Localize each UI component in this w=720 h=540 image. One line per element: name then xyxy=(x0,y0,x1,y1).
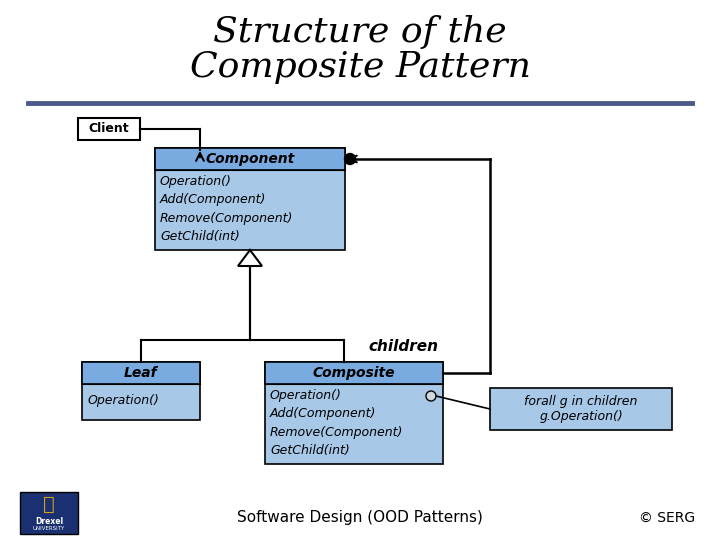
Bar xyxy=(155,148,345,170)
Bar xyxy=(265,362,443,384)
Circle shape xyxy=(344,153,356,165)
Bar xyxy=(20,492,78,534)
Text: GetChild(int): GetChild(int) xyxy=(160,231,240,244)
Text: Composite: Composite xyxy=(312,366,395,380)
Text: Add(Component): Add(Component) xyxy=(160,193,266,206)
Bar xyxy=(155,148,345,170)
Text: Operation(): Operation() xyxy=(270,389,342,402)
Text: forall g in children
g.Operation(): forall g in children g.Operation() xyxy=(524,395,638,423)
Bar xyxy=(265,362,443,464)
Bar xyxy=(82,362,200,384)
Bar xyxy=(155,148,345,250)
Text: Remove(Component): Remove(Component) xyxy=(160,212,293,225)
Bar xyxy=(82,362,200,420)
Text: Operation(): Operation() xyxy=(160,174,232,188)
Text: Drexel: Drexel xyxy=(35,516,63,525)
Text: Composite Pattern: Composite Pattern xyxy=(189,50,531,84)
Text: Leaf: Leaf xyxy=(124,366,158,380)
Polygon shape xyxy=(238,250,262,266)
Text: children: children xyxy=(368,339,438,354)
Text: Component: Component xyxy=(205,152,294,166)
Text: Add(Component): Add(Component) xyxy=(270,407,377,420)
Text: Remove(Component): Remove(Component) xyxy=(270,426,403,439)
Text: 🐉: 🐉 xyxy=(43,495,55,514)
Bar xyxy=(490,388,672,430)
Bar xyxy=(78,118,140,140)
Bar xyxy=(265,362,443,384)
Circle shape xyxy=(426,391,436,401)
Text: Client: Client xyxy=(89,123,130,136)
Text: Structure of the: Structure of the xyxy=(213,15,507,49)
Text: GetChild(int): GetChild(int) xyxy=(270,444,350,457)
Text: Operation(): Operation() xyxy=(87,394,159,407)
Text: Software Design (OOD Patterns): Software Design (OOD Patterns) xyxy=(237,510,483,525)
Bar xyxy=(82,362,200,384)
Text: UNIVERSITY: UNIVERSITY xyxy=(33,525,65,530)
Text: © SERG: © SERG xyxy=(639,511,695,525)
